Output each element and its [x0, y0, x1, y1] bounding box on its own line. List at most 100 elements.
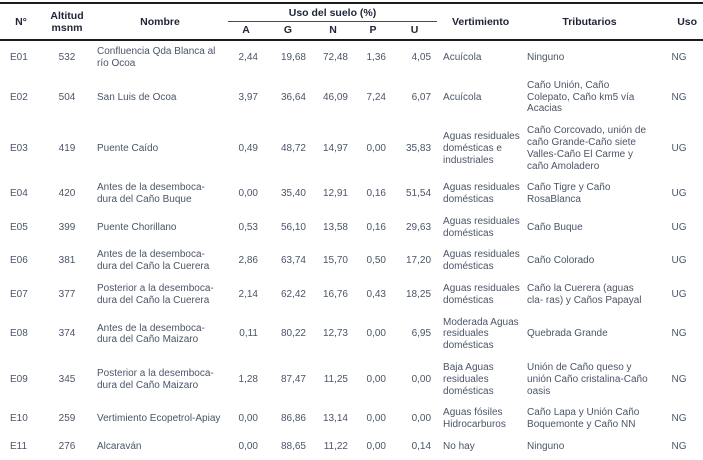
cell-vertimiento: Aguas residuales domésticas [443, 182, 520, 206]
cell-altitud: 420 [58, 188, 76, 200]
table-row: E06 381 Antes de la desemboca- dura del … [0, 244, 703, 278]
cell-station-id: E03 [10, 142, 28, 154]
cell-uso-suelo-g: 86,86 [280, 413, 306, 425]
cell-uso-suelo-u: 6,95 [411, 328, 432, 340]
cell-altitud: 504 [58, 91, 76, 103]
cell-altitud: 532 [42, 39, 92, 75]
table-row: E08 374 Antes de la desemboca- dura del … [0, 312, 703, 357]
header-sub-p: P [369, 24, 377, 37]
cell-uso-suelo-u: 0,00 [411, 373, 432, 385]
cell-station-id: E10 [10, 413, 28, 425]
cell-altitud: 419 [58, 142, 76, 154]
cell-station-id: E05 [10, 221, 28, 233]
cell-uso-suelo-n: 46,09 [322, 91, 348, 103]
cell-nombre: Antes de la desemboca- dura del Caño Buq… [97, 182, 205, 206]
cell-vertimiento: No hay [443, 441, 475, 453]
cell-uso-suelo-a: 0,00 [238, 441, 258, 453]
cell-uso-suelo-n: 16,76 [322, 288, 348, 300]
cell-uso-suelo-u: 17,20 [406, 255, 432, 267]
cell-tributarios: Quebrada Grande [527, 328, 608, 340]
cell-tributarios: Unión de Caño queso y unión Caño cristal… [527, 362, 648, 397]
cell-uso-suelo-a: 2,44 [228, 39, 264, 75]
cell-nombre: Antes de la desemboca- dura del Caño Mai… [97, 322, 205, 346]
cell-nombre: Posterior a la desemboca- dura del Caño … [97, 367, 214, 391]
cell-uso-suelo-g: 19,68 [264, 39, 312, 75]
cell-station-id: E11 [10, 441, 28, 453]
cell-uso-suelo-u: 4,05 [392, 39, 438, 75]
cell-tributarios: Ninguno [524, 39, 656, 75]
cell-nombre: Confluencia Qda Blanca al río Ocoa [92, 39, 228, 75]
cell-uso-suelo-g: 80,22 [280, 328, 306, 340]
cell-uso-suelo-a: 0,00 [238, 413, 258, 425]
cell-uso-suelo-a: 0,00 [238, 188, 258, 200]
header-altitud: Altitud msnm [50, 9, 84, 34]
cell-uso-suelo-u: 0,14 [411, 441, 432, 453]
cell-uso-suelo-p: 0,00 [366, 413, 386, 425]
cell-nombre: Puente Caído [97, 142, 159, 154]
cell-uso-suelo-p: 0,00 [366, 373, 386, 385]
cell-uso-suelo-n: 11,25 [323, 373, 348, 385]
cell-station-id: E06 [10, 255, 28, 267]
cell-uso-suelo-a: 0,49 [238, 142, 258, 154]
cell-station-id: E04 [10, 188, 28, 200]
cell-nombre: Vertimiento Ecopetrol-Apiay [97, 413, 221, 425]
cell-uso-suelo-p: 0,50 [366, 255, 386, 267]
header-no: N° [15, 15, 27, 28]
cell-station-id: E09 [10, 373, 28, 385]
cell-tributarios: Ninguno [527, 441, 565, 453]
cell-nombre: Alcaraván [97, 441, 142, 453]
cell-uso-suelo-n: 14,97 [322, 142, 348, 154]
cell-vertimiento: Aguas residuales domésticas [443, 215, 520, 239]
cell-uso-suelo-p: 0,00 [366, 142, 386, 154]
cell-tributarios: Caño Unión, Caño Colepato, Caño km5 vía … [527, 79, 635, 115]
cell-uso-suelo-p: 0,00 [366, 441, 386, 453]
cell-vertimiento: Acuícola [443, 91, 482, 103]
cell-uso-suelo-u: 18,25 [406, 288, 432, 300]
cell-uso-suelo-p: 1,36 [354, 39, 392, 75]
cell-altitud: 377 [58, 288, 76, 300]
cell-uso-suelo-n: 11,22 [323, 441, 348, 453]
cell-uso: NG [671, 413, 687, 425]
table-row: E09 345 Posterior a la desemboca- dura d… [0, 357, 703, 402]
cell-uso: NG [671, 373, 687, 385]
cell-station-id: E02 [10, 91, 28, 103]
cell-uso-suelo-g: 88,65 [280, 441, 306, 453]
cell-station-id: E07 [10, 288, 28, 300]
table-row: E02 504 San Luis de Ocoa 3,97 36,64 46,0… [0, 75, 703, 120]
cell-uso-suelo-g: 63,74 [280, 255, 306, 267]
header-sub-a: A [242, 24, 250, 37]
table-row: E07 377 Posterior a la desemboca- dura d… [0, 278, 703, 312]
cell-vertimiento: Aguas fósiles Hidrocarburos [443, 407, 506, 431]
cell-uso-suelo-n: 72,48 [312, 39, 354, 75]
table-row: E01 532 Confluencia Qda Blanca al río Oc… [0, 39, 703, 75]
cell-vertimiento: Aguas residuales domésticas [443, 283, 520, 306]
cell-vertimiento: Aguas residuales domésticas [443, 249, 520, 273]
header-tributarios: Tributarios [562, 15, 617, 28]
cell-uso-suelo-a: 2,86 [238, 255, 258, 267]
header-uso: Uso [677, 15, 698, 28]
cell-altitud: 276 [58, 441, 76, 453]
cell-uso-suelo-n: 13,14 [322, 413, 348, 425]
cell-altitud: 345 [58, 373, 76, 385]
cell-uso-suelo-n: 12,91 [322, 188, 348, 200]
cell-nombre: San Luis de Ocoa [97, 91, 177, 103]
cell-uso-suelo-a: 0,53 [238, 221, 258, 233]
cell-uso-suelo-u: 29,63 [406, 221, 432, 233]
cell-uso: NG [671, 91, 687, 103]
table-header: N° Altitud msnm Nombre Uso del suelo (%)… [0, 3, 703, 40]
cell-nombre: Puente Chorillano [97, 221, 177, 233]
cell-uso-suelo-n: 15,70 [322, 255, 348, 267]
cell-uso-suelo-u: 6,07 [411, 91, 432, 103]
cell-altitud: 381 [58, 255, 76, 267]
table-row: E04 420 Antes de la desemboca- dura del … [0, 177, 703, 211]
table-body: E01 532 Confluencia Qda Blanca al río Oc… [0, 39, 703, 460]
cell-uso-suelo-u: 51,54 [406, 188, 432, 200]
cell-uso: UG [671, 142, 687, 154]
table-row: E11 276 Alcaraván 0,00 88,65 11,22 0,00 … [0, 436, 703, 458]
cell-tributarios: Caño Tigre y Caño RosaBlanca [527, 182, 611, 206]
cell-uso-suelo-p: 0,43 [366, 288, 386, 300]
cell-tributarios: Caño Colorado [527, 255, 595, 267]
cell-uso-suelo-u: 35,83 [406, 142, 432, 154]
cell-vertimiento: Moderada Aguas residuales domésticas [443, 316, 519, 352]
